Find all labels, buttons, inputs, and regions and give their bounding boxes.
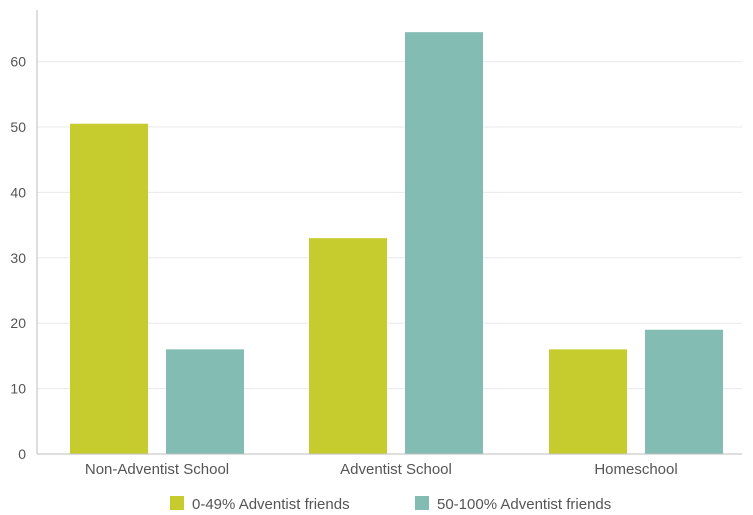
legend-swatch-0-49: [170, 496, 184, 510]
y-tick-label-60: 60: [10, 54, 26, 70]
y-tick-label-0: 0: [18, 446, 26, 462]
legend-label-0-49: 0-49% Adventist friends: [192, 496, 350, 513]
y-axis-ticks: 0 10 20 30 40 50 60: [10, 54, 26, 462]
bar-non-adventist-school-50-100: [166, 349, 244, 454]
legend-label-50-100: 50-100% Adventist friends: [437, 496, 611, 513]
bar-adventist-school-0-49: [309, 238, 387, 454]
category-label-non-adventist-school: Non-Adventist School: [85, 461, 229, 478]
y-tick-label-50: 50: [10, 119, 26, 135]
category-labels: Non-Adventist School Adventist School Ho…: [85, 461, 678, 478]
bar-homeschool-50-100: [645, 329, 723, 454]
y-tick-label-10: 10: [10, 381, 26, 397]
y-tick-label-30: 30: [10, 250, 26, 266]
legend: 0-49% Adventist friends 50-100% Adventis…: [170, 496, 611, 513]
bar-non-adventist-school-0-49: [70, 123, 148, 454]
legend-swatch-50-100: [415, 496, 429, 510]
y-tick-label-20: 20: [10, 315, 26, 331]
category-label-homeschool: Homeschool: [594, 461, 677, 478]
bar-homeschool-0-49: [549, 349, 627, 454]
category-label-adventist-school: Adventist School: [340, 461, 452, 478]
bar-adventist-school-50-100: [405, 32, 483, 455]
y-tick-label-40: 40: [10, 184, 26, 200]
bars: [70, 32, 723, 455]
